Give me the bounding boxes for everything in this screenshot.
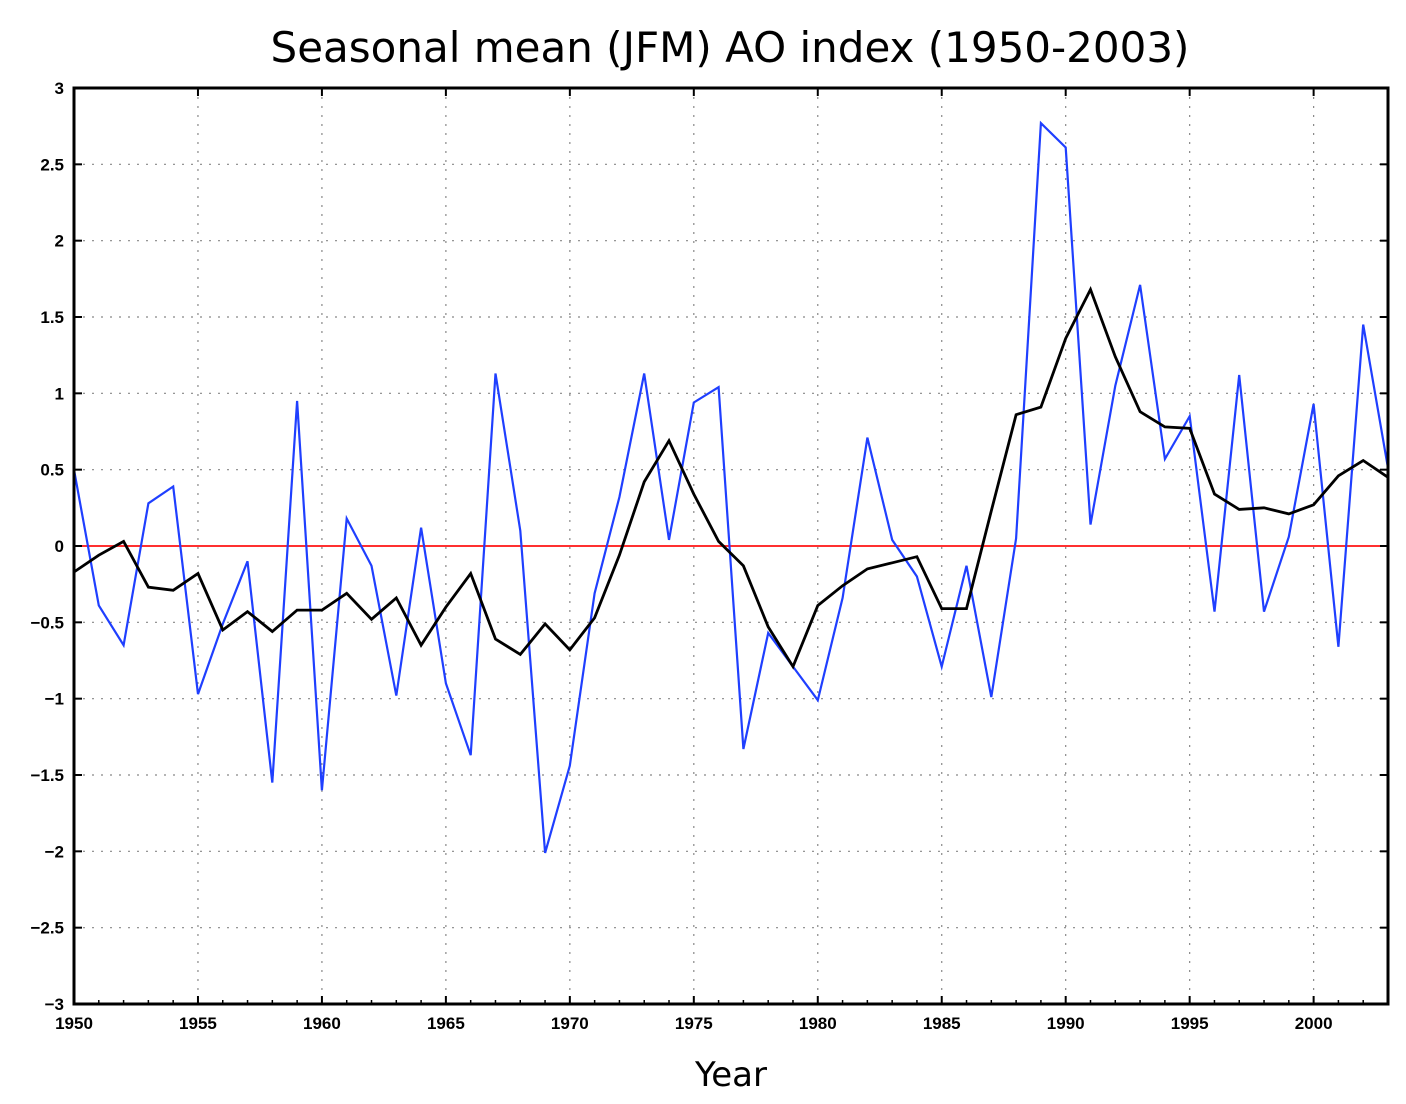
y-tick-label: 0 [55,537,64,556]
x-tick-label: 1960 [303,1014,341,1033]
y-tick-label: 2 [55,232,64,251]
series-lines [72,120,1390,854]
y-tick-label: 3 [55,79,64,98]
y-tick-label: −3 [45,995,64,1014]
series-line-2 [73,286,1389,670]
y-tick-label: −2.5 [30,919,64,938]
x-tick-label: 1975 [675,1014,713,1033]
x-tick-label: 1965 [427,1014,465,1033]
x-tick-label: 1970 [551,1014,589,1033]
x-tick-label: 1980 [799,1014,837,1033]
y-tick-label: 2.5 [40,155,64,174]
y-tick-label: −0.5 [30,613,64,632]
series-line-1 [72,120,1390,854]
y-tick-label: 0.5 [40,461,64,480]
y-axis-ticks: −3 −2.5 −2 −1.5 −1 −0.5 0 0.5 1 1.5 2 2.5 3 [30,79,1388,1014]
y-tick-label: 1.5 [40,308,64,327]
y-tick-label: 1 [55,384,64,403]
y-tick-label: −2 [45,842,64,861]
x-axis-ticks: 1950 1955 1960 1965 1970 1975 1980 1985 1990 1995… [55,88,1389,1033]
x-axis-label: Year [694,1055,767,1095]
x-tick-label: 2000 [1295,1014,1333,1033]
chart-title: Seasonal mean (JFM) AO index (1950-2003) [271,23,1190,72]
x-tick-label: 1995 [1171,1014,1209,1033]
y-tick-label: −1 [45,690,64,709]
y-tick-label: −1.5 [30,766,64,785]
x-tick-label: 1950 [55,1014,93,1033]
x-tick-label: 1985 [923,1014,961,1033]
x-tick-label: 1955 [179,1014,217,1033]
x-tick-label: 1990 [1047,1014,1085,1033]
